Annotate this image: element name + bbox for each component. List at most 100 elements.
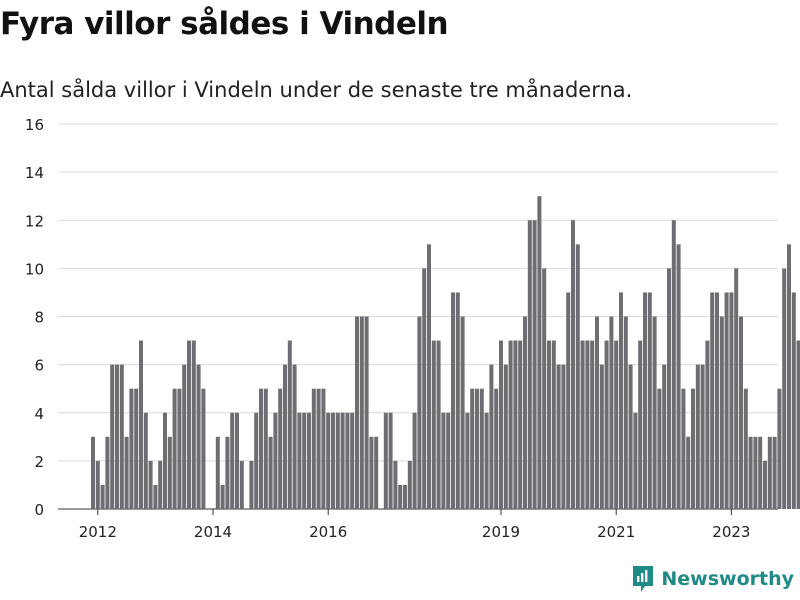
bar [403, 484, 407, 509]
bar [739, 316, 743, 509]
bar [695, 364, 700, 509]
bar [547, 340, 551, 509]
y-tick-label: 0 [34, 501, 44, 519]
bar [628, 364, 633, 509]
bar [302, 412, 307, 509]
bar [91, 436, 95, 509]
bar [777, 388, 782, 509]
bar [167, 436, 172, 509]
bar [595, 316, 599, 509]
y-tick-label: 10 [25, 260, 44, 278]
bar [393, 460, 398, 509]
bar [283, 364, 287, 509]
bar [575, 244, 580, 509]
chart-subtitle: Antal sålda villor i Vindeln under de se… [0, 78, 633, 102]
bar [470, 388, 475, 509]
bar [388, 412, 393, 509]
bar [134, 388, 139, 509]
bar [753, 436, 758, 509]
bar [355, 316, 359, 509]
bar [513, 340, 518, 509]
bar [451, 292, 455, 509]
bar [791, 292, 796, 509]
y-tick-label: 14 [25, 164, 44, 182]
bar [499, 340, 503, 509]
bar [590, 340, 595, 509]
bar [297, 412, 302, 509]
bar [105, 436, 110, 509]
bar [307, 412, 311, 509]
bar [638, 340, 643, 509]
bar [561, 364, 566, 509]
bar [100, 484, 105, 509]
bar [527, 220, 532, 509]
y-tick-label: 8 [34, 309, 44, 327]
bar [518, 340, 523, 509]
bar [460, 316, 465, 509]
bar [614, 340, 619, 509]
bar [287, 340, 292, 509]
chart-title: Fyra villor såldes i Vindeln [0, 6, 449, 42]
bar [263, 388, 268, 509]
bar [95, 460, 100, 509]
bar [609, 316, 614, 509]
bar [278, 388, 283, 509]
x-tick-label: 2016 [309, 523, 347, 541]
bar [436, 340, 441, 509]
bar [220, 484, 225, 509]
bar [532, 220, 537, 509]
bar [326, 412, 331, 509]
bar [743, 388, 748, 509]
bar [523, 316, 527, 509]
bar [734, 268, 739, 509]
bar [412, 412, 417, 509]
bar [643, 292, 647, 509]
x-tick-label: 2019 [482, 523, 520, 541]
bar [215, 436, 220, 509]
bar [652, 316, 657, 509]
bar [350, 412, 355, 509]
bar [484, 412, 489, 509]
bar [129, 388, 134, 509]
bar [691, 388, 695, 509]
bar [431, 340, 436, 509]
bar [177, 388, 182, 509]
bar [681, 388, 686, 509]
bar [158, 460, 163, 509]
bar [153, 484, 158, 509]
bar [700, 364, 705, 509]
y-tick-label: 2 [34, 453, 44, 471]
newsworthy-logo: Newsworthy [631, 564, 794, 594]
bar [551, 340, 556, 509]
bar [422, 268, 427, 509]
bar [225, 436, 230, 509]
bar [729, 292, 734, 509]
bar [494, 388, 499, 509]
bar [359, 316, 364, 509]
bar [383, 412, 388, 509]
bar [465, 412, 470, 509]
bar [662, 364, 667, 509]
bar [719, 316, 724, 509]
bar [182, 364, 187, 509]
bar [115, 364, 119, 509]
bar [148, 460, 153, 509]
newsworthy-icon [633, 566, 654, 592]
bar [124, 436, 129, 509]
bar [268, 436, 273, 509]
bar [369, 436, 374, 509]
bar [345, 412, 350, 509]
bar [235, 412, 239, 509]
bar [657, 388, 662, 509]
bar [139, 340, 143, 509]
bar [542, 268, 547, 509]
bar [633, 412, 638, 509]
bar [796, 340, 800, 509]
bar [715, 292, 719, 509]
bar [273, 412, 278, 509]
bar [335, 412, 340, 509]
bar [566, 292, 571, 509]
bar [292, 364, 297, 509]
bar [417, 316, 422, 509]
